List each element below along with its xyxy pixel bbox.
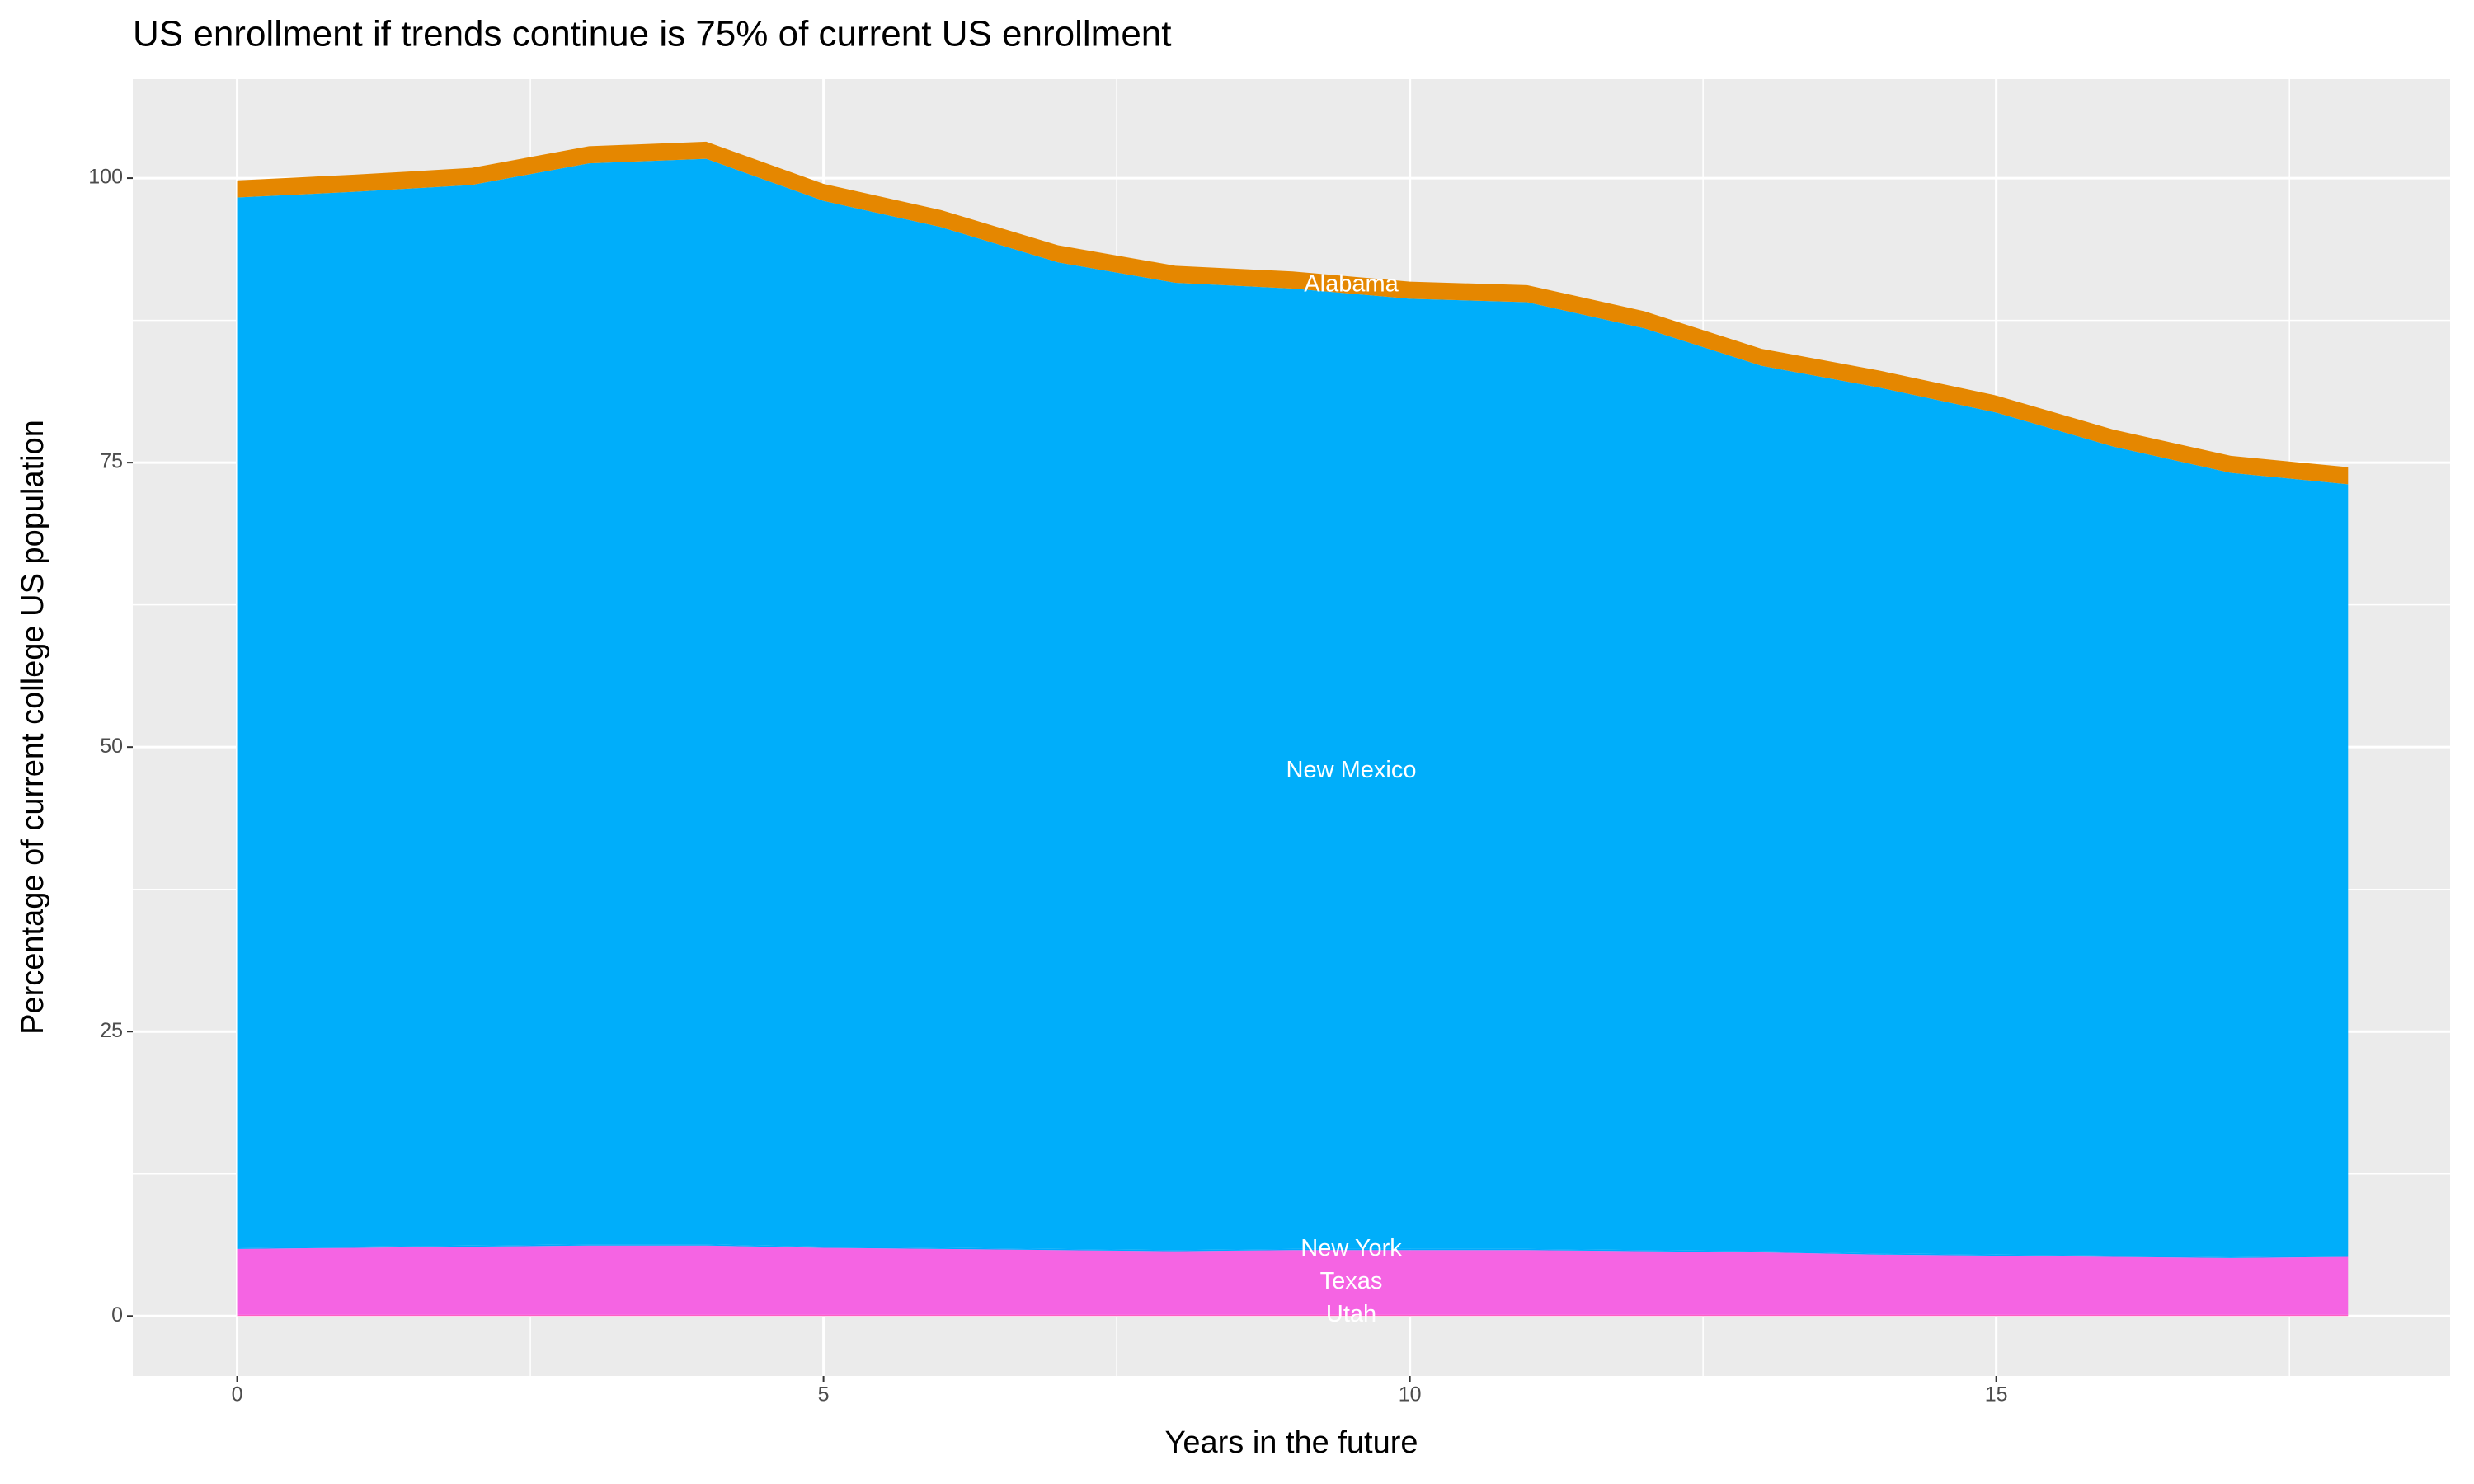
chart-title: US enrollment if trends continue is 75% …: [133, 14, 1171, 54]
area-label: New York: [1300, 1235, 1402, 1261]
area-label: Utah: [1326, 1301, 1376, 1327]
y-tick-label: 75: [100, 450, 123, 473]
x-tick-label: 10: [1399, 1383, 1422, 1407]
y-axis-title: Percentage of current college US populat…: [16, 420, 50, 1035]
x-tick-label: 0: [232, 1383, 243, 1407]
area-label: Alabama: [1304, 270, 1399, 297]
area-label: Texas: [1320, 1268, 1383, 1294]
area: [237, 141, 2349, 485]
area: [237, 158, 2349, 1257]
x-axis-title: Years in the future: [1164, 1425, 1418, 1460]
area: [237, 1314, 2349, 1317]
y-tick-label: 100: [88, 166, 123, 189]
y-tick-label: 50: [100, 735, 123, 758]
area: [237, 1245, 2349, 1315]
x-tick-label: 15: [1985, 1383, 2008, 1407]
x-tick-label: 5: [818, 1383, 830, 1407]
y-tick-label: 25: [100, 1019, 123, 1042]
y-tick-label: 0: [111, 1303, 123, 1327]
area: [237, 1244, 2349, 1258]
area-label: New Mexico: [1286, 757, 1417, 783]
